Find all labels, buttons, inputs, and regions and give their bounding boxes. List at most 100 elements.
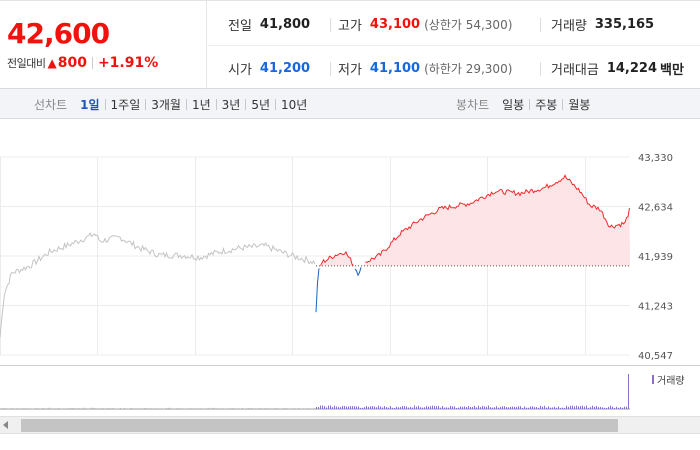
volume-bar [452,406,453,409]
volume-bar [150,408,151,409]
volume-bar [250,408,251,409]
volume-bar [276,407,277,409]
volume-bar [602,407,603,409]
volume-bar [50,407,51,409]
volume-bar [484,406,485,409]
volume-bar [194,408,195,409]
volume-legend-label: 거래량 [657,376,685,387]
volume-bar [120,407,121,409]
open-value: 41,200 [259,60,311,76]
volume-bar [462,406,463,409]
volume-legend-swatch [652,375,654,384]
volume-bar [430,406,431,409]
scroll-left-arrow-icon[interactable] [3,421,8,429]
volume-bar [432,405,433,409]
price-chart[interactable]: 43,330 42,634 41,939 41,243 40,547 [0,120,700,364]
volume-bar [104,408,105,409]
period-1y-tab[interactable]: 1년 [191,97,211,112]
quote-row-divider [208,45,700,46]
high-value: 43,100 [369,16,421,32]
daily-candle-tab[interactable]: 일봉 [502,97,525,112]
volume-bar [442,406,443,409]
volume-bar [68,408,69,409]
volume-bar [146,408,147,409]
volume-bar [384,406,385,409]
volume-bar [556,407,557,409]
volume-bar [516,407,517,409]
period-1w-tab[interactable]: 1주일 [110,97,141,112]
volume-bar [564,407,565,409]
volume-bar [420,407,421,409]
volume-bar [512,406,513,409]
period-3m-tab[interactable]: 3개월 [151,97,181,112]
volume-bar [372,406,373,409]
volume-bar [370,406,371,409]
volume-bar [58,407,59,409]
candle-chart-periods: 봉차트 일봉 주봉 월봉 [456,89,595,119]
volume-bar [426,406,427,409]
low-value: 41,100 [369,60,421,76]
volume-bar [524,406,525,409]
volume-bar [342,405,343,409]
volume-bar [76,408,77,409]
volume-bar [236,408,237,409]
price-chart-svg: 43,330 42,634 41,939 41,243 40,547 [0,153,673,362]
volume-bar [128,408,129,409]
volume-bar [316,406,317,409]
volume-bar [330,405,331,409]
prev-close-label: 전일 [228,18,252,34]
period-3y-tab[interactable]: 3년 [221,97,241,112]
scroll-thumb[interactable] [21,419,618,432]
volume-bar [528,407,529,409]
volume-bar [586,405,587,409]
volume-bar [404,406,405,409]
volume-bar [196,408,197,409]
tab-divider [562,98,564,110]
volume-bar [542,406,543,409]
quote-divider [540,62,541,76]
volume-bar [94,407,95,409]
volume-bar [594,406,595,409]
period-5y-tab[interactable]: 5년 [251,97,271,112]
volume-bar [466,407,467,409]
volume-bar [242,408,243,409]
volume-bar [280,408,281,409]
change-row: 전일대비 ▲ 800 +1.91% [7,55,158,71]
volume-bar [530,406,531,409]
y-axis-labels: 43,330 42,634 41,939 41,243 40,547 [638,153,673,362]
period-1d-tab[interactable]: 1일 [80,97,100,112]
y-tick-label: 41,243 [638,302,673,313]
volume-bar [600,406,601,409]
line-chart-caption: 선차트 [34,97,68,112]
volume-bar [376,407,377,409]
chart-scrollbar[interactable] [0,416,700,434]
volume-bar [210,408,211,409]
volume-bar [628,374,629,409]
volume-bar [416,406,417,409]
volume-bar [116,408,117,409]
volume-bar [6,408,7,409]
volume-bar [624,406,625,409]
amount-unit: 백만 [660,62,684,78]
volume-bar [176,408,177,409]
volume-bar [488,405,489,409]
monthly-candle-tab[interactable]: 월봉 [568,97,591,112]
period-10y-tab[interactable]: 10년 [281,97,308,112]
volume-bar [26,408,27,409]
volume-bar [232,408,233,409]
volume-bar [540,405,541,409]
volume-bar [234,408,235,409]
candle-chart-caption: 봉차트 [456,97,490,112]
volume-bar [536,406,537,409]
volume-bar [82,407,83,409]
volume-bar [496,406,497,409]
volume-bar [222,408,223,409]
volume-bar [266,407,267,409]
amount-label: 거래대금 [551,62,599,78]
volume-bar [590,406,591,409]
weekly-candle-tab[interactable]: 주봉 [535,97,558,112]
volume-bar [626,406,627,409]
low-label: 저가 [338,62,362,78]
volume-bar [294,408,295,409]
volume-bar [180,408,181,409]
